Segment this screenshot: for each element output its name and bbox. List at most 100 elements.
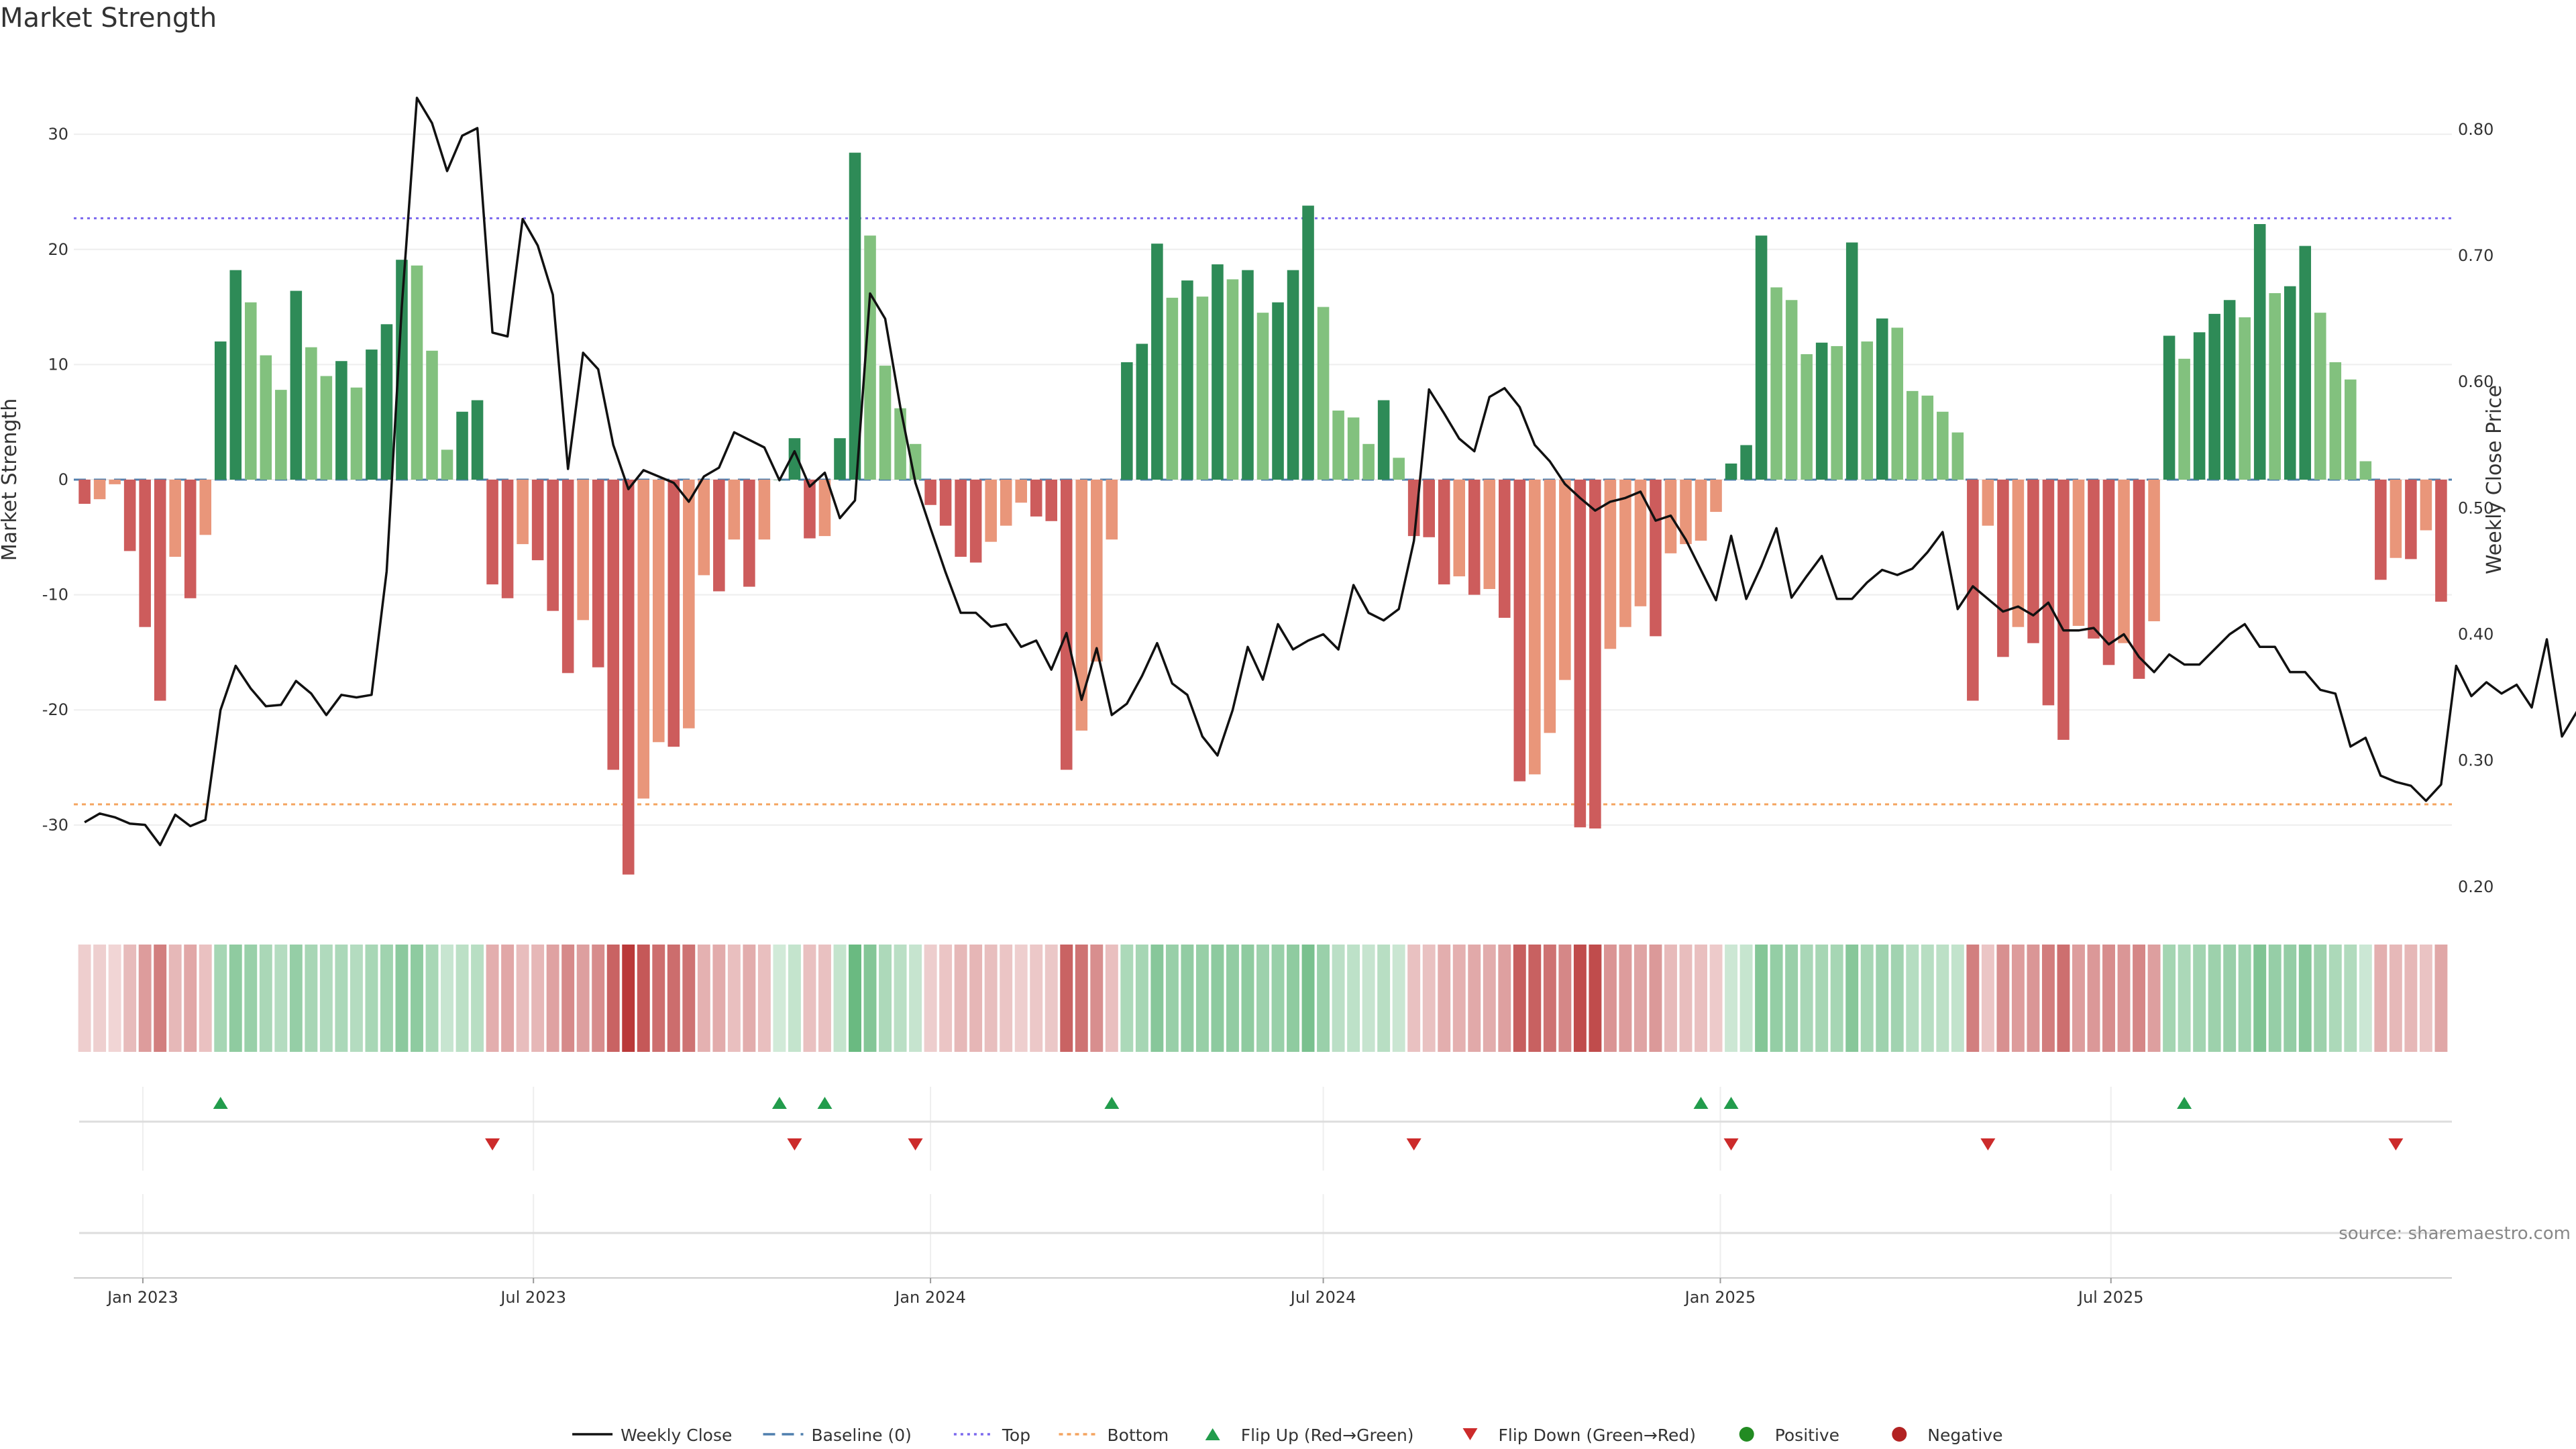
weekly-close-series — [84, 97, 2576, 847]
legend-bottom: Bottom — [1059, 1426, 1169, 1445]
strength-bar — [1272, 302, 1284, 480]
heat-cell — [1181, 945, 1194, 1052]
heat-cell — [1271, 945, 1285, 1052]
heat-cell — [2253, 945, 2267, 1052]
heat-cell — [1695, 945, 1707, 1052]
left-axis-title: Market Strength — [0, 398, 21, 561]
legend-flip-up-symbol — [1205, 1428, 1220, 1440]
heat-cell — [1709, 945, 1723, 1052]
strength-bar — [1650, 480, 1662, 637]
heat-cell — [411, 945, 423, 1052]
strength-bar — [955, 480, 967, 557]
heat-cell — [350, 945, 363, 1052]
strength-bar — [1755, 235, 1768, 480]
strength-bar — [1075, 480, 1088, 731]
heat-cell — [863, 945, 877, 1052]
heat-cell — [1438, 945, 1451, 1052]
legend-flip-down-label: Flip Down (Green→Red) — [1499, 1426, 1697, 1445]
left-tick-label: 20 — [48, 240, 68, 259]
heat-cell — [184, 945, 197, 1052]
strength-bar — [1967, 480, 1979, 701]
heat-cell — [395, 945, 409, 1052]
heat-cell — [1301, 945, 1315, 1052]
heat-cell — [1739, 945, 1753, 1052]
flip-markers-panel — [79, 1087, 2452, 1171]
heat-cell — [2284, 945, 2297, 1052]
bottom-panel — [79, 1194, 2452, 1278]
strength-bar — [380, 324, 393, 480]
heat-cell — [1347, 945, 1360, 1052]
heat-cell — [2011, 945, 2025, 1052]
heat-cell — [2102, 945, 2115, 1052]
x-tick-label: Jul 2024 — [1289, 1288, 1356, 1307]
heat-cell — [849, 945, 861, 1052]
heat-cell — [1573, 945, 1587, 1052]
legend-flip-up-label: Flip Up (Red→Green) — [1241, 1426, 1414, 1445]
flip-panel-gridlines — [79, 1087, 2452, 1171]
right-tick-label: 0.40 — [2458, 625, 2493, 643]
heat-cell — [380, 945, 393, 1052]
heat-cell — [879, 945, 892, 1052]
strength-bar — [834, 438, 846, 480]
heat-cell — [1044, 945, 1058, 1052]
strength-bar — [1891, 327, 1904, 480]
heat-cell — [1906, 945, 1919, 1052]
heat-cell — [168, 945, 182, 1052]
heat-cell — [788, 945, 801, 1052]
strength-bar — [2359, 461, 2372, 480]
heat-cell — [592, 945, 605, 1052]
strength-bar — [2027, 480, 2039, 643]
strength-bar — [78, 480, 91, 504]
heat-cell — [93, 945, 107, 1052]
strength-bar — [1438, 480, 1450, 585]
strength-bar — [1544, 480, 1556, 733]
heat-cell — [1030, 945, 1043, 1052]
heat-cell — [1860, 945, 1874, 1052]
strength-bar — [1725, 463, 1737, 480]
strength-bar — [1393, 458, 1405, 480]
heat-cell — [743, 945, 756, 1052]
x-tick-label: Jul 2025 — [2077, 1288, 2144, 1307]
strength-bar — [1876, 318, 1888, 480]
heat-cell — [1014, 945, 1028, 1052]
heat-cell — [138, 945, 152, 1052]
heat-cell — [1513, 945, 1526, 1052]
strength-bar — [1695, 480, 1707, 541]
strength-bar — [1256, 313, 1269, 480]
heat-cell — [606, 945, 620, 1052]
strength-bar — [547, 480, 559, 611]
legend-baseline-label: Baseline (0) — [812, 1426, 912, 1445]
strength-bar — [924, 480, 936, 505]
heat-cell — [561, 945, 575, 1052]
heat-cell — [576, 945, 590, 1052]
heat-cell — [455, 945, 469, 1052]
strength-bar — [637, 480, 650, 799]
strength-bar — [758, 480, 771, 540]
heat-cell — [2147, 945, 2161, 1052]
strength-bar — [1785, 300, 1798, 480]
legend-negative: Negative — [1892, 1426, 2003, 1445]
strength-bar — [577, 480, 589, 621]
strength-bar — [350, 387, 363, 480]
legend-positive-label: Positive — [1775, 1426, 1839, 1445]
heat-cell — [1528, 945, 1542, 1052]
heat-cell — [637, 945, 650, 1052]
flip-down-marker — [485, 1138, 500, 1150]
strength-bar — [501, 480, 514, 598]
strength-bar — [2012, 480, 2025, 627]
heat-cell — [2404, 945, 2418, 1052]
strength-bar — [818, 480, 831, 537]
strength-bar — [2163, 335, 2176, 480]
flip-up-marker — [1723, 1097, 1739, 1109]
heat-cell — [1498, 945, 1511, 1052]
strength-bar — [1937, 411, 1949, 480]
heat-cell — [1603, 945, 1617, 1052]
strength-bar — [1468, 480, 1481, 595]
legend-weekly-close: Weekly Close — [572, 1426, 732, 1445]
heat-cell — [939, 945, 953, 1052]
strength-bar — [2102, 480, 2115, 665]
strength-bar — [184, 480, 197, 598]
strength-bar — [879, 366, 892, 480]
heat-cell — [1785, 945, 1799, 1052]
strength-bar — [154, 480, 166, 701]
